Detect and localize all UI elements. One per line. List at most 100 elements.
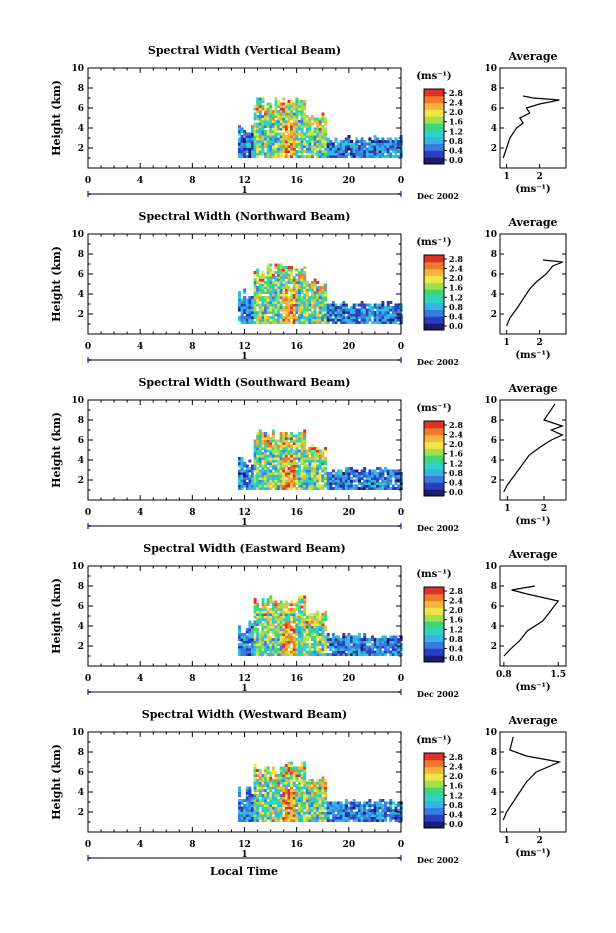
heatmap-cell <box>264 794 268 797</box>
heatmap-cell <box>271 301 275 304</box>
heatmap-cell <box>284 318 288 322</box>
heatmap-cell <box>287 298 291 302</box>
heatmap-cell <box>391 308 395 312</box>
heatmap-cell <box>300 610 304 614</box>
heatmap-cell <box>269 147 273 151</box>
heatmap-cell <box>271 306 275 309</box>
heatmap-cell <box>261 605 265 609</box>
heatmap-cell <box>271 142 275 146</box>
x-tick-label: 0 <box>398 176 404 186</box>
heatmap-cell <box>300 779 304 782</box>
heatmap-cell <box>264 640 268 644</box>
heatmap-cell <box>324 127 328 131</box>
heatmap-cell <box>394 321 398 324</box>
heatmap-cell <box>347 487 351 490</box>
heatmap-cell <box>318 635 322 639</box>
heatmap-cell <box>358 155 361 158</box>
heatmap-cell <box>269 784 273 787</box>
heatmap-cell <box>350 313 354 317</box>
heatmap-cell <box>339 308 343 312</box>
heatmap-cell <box>290 484 294 488</box>
heatmap-cell <box>271 623 275 626</box>
heatmap-cell <box>290 464 294 468</box>
heatmap-cell <box>316 457 320 460</box>
heatmap-cell <box>368 809 372 812</box>
heatmap-cell <box>243 469 247 473</box>
heatmap-cell <box>347 137 351 141</box>
heatmap-cell <box>305 474 309 478</box>
heatmap-cell <box>300 598 304 601</box>
heatmap-cell <box>282 648 286 651</box>
heatmap-cell <box>342 638 346 641</box>
heatmap-cell <box>256 303 260 307</box>
heatmap-cell <box>295 791 299 795</box>
heatmap-cell <box>386 801 390 805</box>
heatmap-cell <box>277 630 281 634</box>
heatmap-cell <box>321 620 325 624</box>
heatmap-cell <box>290 814 294 817</box>
heatmap-cell <box>266 648 270 651</box>
heatmap-cell <box>256 477 260 480</box>
heatmap-cell <box>324 155 328 158</box>
heatmap-cell <box>261 814 265 817</box>
heatmap-cell <box>261 311 265 314</box>
heatmap-cell <box>373 474 377 478</box>
x-tick-label: 8 <box>189 342 195 352</box>
heatmap-cell <box>287 633 291 636</box>
heatmap-cell <box>290 796 294 800</box>
heatmap-cell <box>290 268 294 272</box>
heatmap-cell <box>316 454 320 458</box>
heatmap-cell <box>339 806 343 810</box>
heatmap-cell <box>308 794 312 797</box>
heatmap-cell <box>303 811 307 815</box>
heatmap-cell <box>331 306 335 309</box>
heatmap-cell <box>311 816 314 820</box>
heatmap-cell <box>284 814 288 817</box>
heatmap-cell <box>287 819 291 822</box>
heatmap-cell <box>329 819 333 822</box>
x-tick-label: 0 <box>85 508 91 518</box>
heatmap-cell <box>261 303 265 307</box>
heatmap-cell <box>316 474 320 478</box>
heatmap-cell <box>365 638 369 641</box>
heatmap-cell <box>277 479 281 483</box>
heatmap-cell <box>269 127 273 131</box>
heatmap-cell <box>318 618 322 621</box>
heatmap-cell <box>251 479 254 483</box>
heatmap-cell <box>376 819 380 822</box>
heatmap-cell <box>277 809 281 812</box>
heatmap-cell <box>292 771 296 775</box>
heatmap-cell <box>253 288 257 292</box>
heatmap-cell <box>298 454 301 458</box>
heatmap-cell <box>243 804 247 807</box>
heatmap-cell <box>311 638 314 641</box>
heatmap-cell <box>324 801 328 805</box>
heatmap-cell <box>240 152 244 156</box>
heatmap-cell <box>313 283 317 287</box>
heatmap-cell <box>308 286 312 289</box>
heatmap-cell <box>290 447 294 450</box>
heatmap-cell <box>337 640 341 644</box>
heatmap-cell <box>277 439 281 443</box>
heatmap-cell <box>298 640 301 644</box>
heatmap-cell <box>284 653 288 656</box>
heatmap-cell <box>258 321 262 324</box>
heatmap-cell <box>326 811 330 815</box>
heatmap-cell <box>381 816 385 820</box>
colorbar-tick-label: 2.0 <box>449 605 463 615</box>
heatmap-cell <box>311 135 314 138</box>
heatmap-cell <box>378 482 382 485</box>
heatmap-cell <box>308 784 312 787</box>
heatmap-cell <box>318 288 322 292</box>
heatmap-cell <box>303 605 307 609</box>
heatmap-cell <box>311 452 314 455</box>
heatmap-cell <box>269 120 273 123</box>
heatmap-cell <box>295 811 299 815</box>
heatmap-cell <box>321 150 325 153</box>
heatmap-cell <box>279 454 283 458</box>
heatmap-cell <box>311 628 314 631</box>
heatmap-cell <box>261 615 265 619</box>
heatmap-cell <box>266 786 270 790</box>
heatmap-cell <box>326 814 330 817</box>
heatmap-cell <box>313 147 317 151</box>
